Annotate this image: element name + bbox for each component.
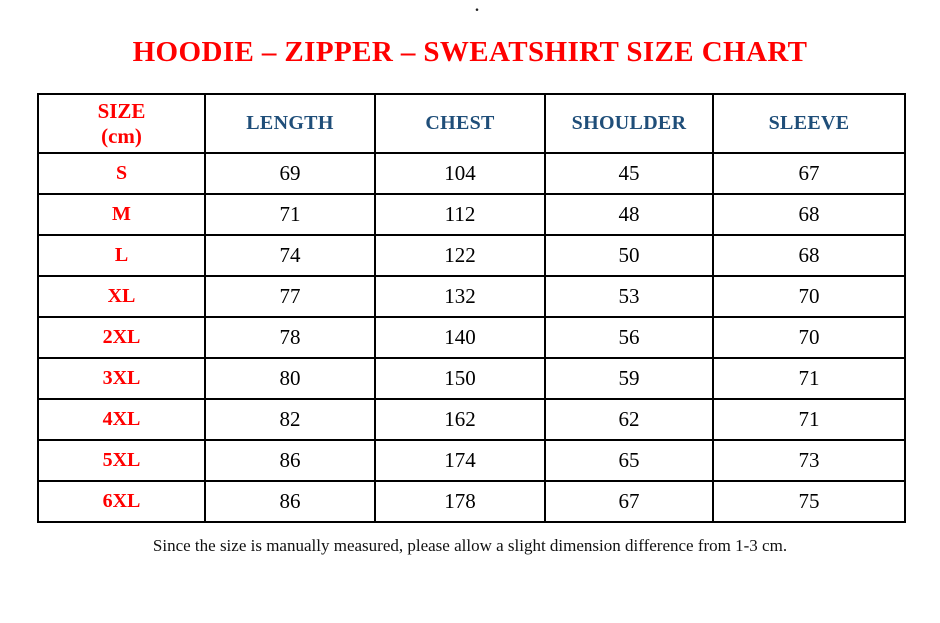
shoulder-value-cell: 50	[544, 234, 714, 277]
shoulder-column-header: SHOULDER	[544, 93, 714, 154]
shoulder-value-cell: 65	[544, 439, 714, 482]
size-label-cell: XL	[37, 275, 206, 318]
shoulder-value-cell: 59	[544, 357, 714, 400]
chest-value-cell: 162	[374, 398, 546, 441]
table-row: XL 77 132 53 70	[37, 275, 906, 318]
length-value-cell: 74	[204, 234, 376, 277]
sleeve-value-cell: 70	[712, 275, 906, 318]
length-value-cell: 86	[204, 439, 376, 482]
table-row: 2XL 78 140 56 70	[37, 316, 906, 359]
measurement-disclaimer-note: Since the size is manually measured, ple…	[152, 536, 788, 555]
size-label-cell: 2XL	[37, 316, 206, 359]
sleeve-value-cell: 75	[712, 480, 906, 523]
size-column-header: SIZE (cm)	[37, 93, 206, 154]
size-label-cell: 3XL	[37, 357, 206, 400]
sleeve-value-cell: 68	[712, 193, 906, 236]
size-chart-table: SIZE (cm) LENGTH CHEST SHOULDER SLEEVE S…	[37, 93, 906, 523]
length-value-cell: 86	[204, 480, 376, 523]
table-row: 3XL 80 150 59 71	[37, 357, 906, 400]
length-value-cell: 80	[204, 357, 376, 400]
table-row: 4XL 82 162 62 71	[37, 398, 906, 441]
chest-column-header: CHEST	[374, 93, 546, 154]
length-value-cell: 71	[204, 193, 376, 236]
chest-value-cell: 140	[374, 316, 546, 359]
page-title: HOODIE – ZIPPER – SWEATSHIRT SIZE CHART	[132, 36, 808, 68]
length-column-header: LENGTH	[204, 93, 376, 154]
sleeve-value-cell: 73	[712, 439, 906, 482]
chest-value-cell: 122	[374, 234, 546, 277]
length-value-cell: 78	[204, 316, 376, 359]
size-label-cell: 4XL	[37, 398, 206, 441]
chest-value-cell: 112	[374, 193, 546, 236]
table-row: L 74 122 50 68	[37, 234, 906, 277]
sleeve-value-cell: 67	[712, 152, 906, 195]
table-row: 5XL 86 174 65 73	[37, 439, 906, 482]
chest-value-cell: 178	[374, 480, 546, 523]
chest-value-cell: 150	[374, 357, 546, 400]
length-value-cell: 77	[204, 275, 376, 318]
shoulder-value-cell: 67	[544, 480, 714, 523]
sleeve-value-cell: 68	[712, 234, 906, 277]
size-label-cell: S	[37, 152, 206, 195]
shoulder-value-cell: 62	[544, 398, 714, 441]
size-header-line2: (cm)	[101, 123, 142, 148]
size-label-cell: M	[37, 193, 206, 236]
shoulder-value-cell: 48	[544, 193, 714, 236]
shoulder-value-cell: 45	[544, 152, 714, 195]
chest-value-cell: 104	[374, 152, 546, 195]
table-row: M 71 112 48 68	[37, 193, 906, 236]
chest-value-cell: 132	[374, 275, 546, 318]
size-label-cell: 5XL	[37, 439, 206, 482]
chest-value-cell: 174	[374, 439, 546, 482]
sleeve-value-cell: 70	[712, 316, 906, 359]
table-row: 6XL 86 178 67 75	[37, 480, 906, 523]
sleeve-value-cell: 71	[712, 357, 906, 400]
size-label-cell: L	[37, 234, 206, 277]
size-header-line1: SIZE	[97, 99, 146, 124]
sleeve-column-header: SLEEVE	[712, 93, 906, 154]
shoulder-value-cell: 56	[544, 316, 714, 359]
table-row: S 69 104 45 67	[37, 152, 906, 195]
length-value-cell: 82	[204, 398, 376, 441]
table-header-row: SIZE (cm) LENGTH CHEST SHOULDER SLEEVE	[37, 93, 906, 154]
sleeve-value-cell: 71	[712, 398, 906, 441]
stray-period-mark: .	[475, 0, 479, 15]
size-label-cell: 6XL	[37, 480, 206, 523]
shoulder-value-cell: 53	[544, 275, 714, 318]
length-value-cell: 69	[204, 152, 376, 195]
